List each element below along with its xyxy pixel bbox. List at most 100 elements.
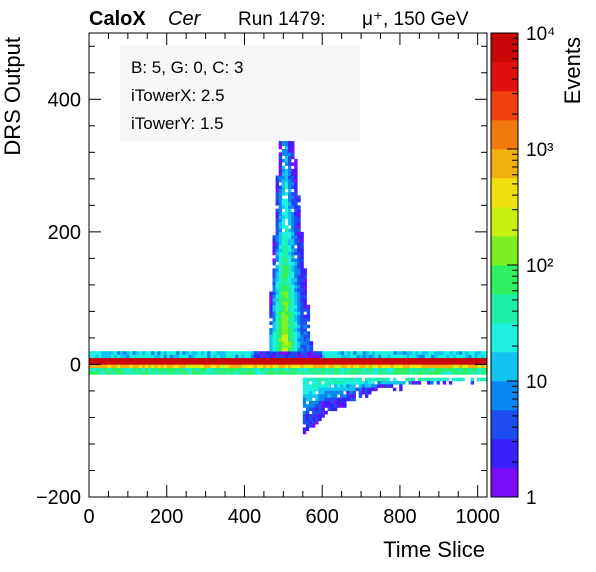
color-scale-segment <box>491 294 518 324</box>
heatmap-cell <box>92 367 96 372</box>
heatmap-cell <box>269 331 273 335</box>
heatmap-cell <box>297 221 301 226</box>
heatmap-cell <box>346 387 350 392</box>
heatmap-cell <box>284 235 289 239</box>
heatmap-cell <box>169 371 174 375</box>
heatmap-cell <box>327 394 331 398</box>
heatmap-cell <box>275 354 279 359</box>
heatmap-cell <box>113 361 118 365</box>
heatmap-cell <box>272 261 276 266</box>
heatmap-cell <box>288 155 292 160</box>
heatmap-cell <box>250 367 255 372</box>
heatmap-cell <box>355 387 359 392</box>
heatmap-cell <box>465 367 469 372</box>
heatmap-cell <box>350 354 354 359</box>
heatmap-cell <box>340 351 345 355</box>
heatmap-cell <box>232 371 236 375</box>
heatmap-cell <box>437 367 441 372</box>
x-axis-title: Time Slice <box>383 537 485 562</box>
heatmap-cell <box>132 364 136 368</box>
heatmap-cell <box>337 400 341 405</box>
heatmap-cell <box>284 341 289 345</box>
heatmap-cell <box>437 364 441 368</box>
heatmap-cell <box>278 324 283 329</box>
heatmap-cell <box>157 367 161 372</box>
heatmap-cell <box>154 351 158 355</box>
heatmap-cell <box>440 357 444 362</box>
heatmap-cell <box>359 351 363 355</box>
heatmap-cell <box>346 377 350 382</box>
heatmap-cell <box>294 178 298 183</box>
heatmap-cell <box>278 334 283 339</box>
heatmap-cell <box>219 364 223 368</box>
heatmap-cell <box>278 271 283 276</box>
heatmap-cell <box>288 145 292 150</box>
heatmap-cell <box>117 361 121 365</box>
heatmap-cell <box>343 387 347 392</box>
heatmap-cell <box>443 367 447 372</box>
heatmap-cell <box>281 149 286 153</box>
heatmap-cell <box>275 334 279 339</box>
heatmap-cell <box>306 344 311 349</box>
heatmap-cell <box>303 351 307 355</box>
heatmap-cell <box>213 354 217 359</box>
heatmap-cell <box>302 400 307 405</box>
heatmap-cell <box>110 371 115 375</box>
heatmap-cell <box>284 205 289 209</box>
heatmap-cell <box>412 371 416 375</box>
heatmap-cell <box>297 235 301 239</box>
heatmap-cell <box>468 364 472 368</box>
heatmap-cell <box>302 394 307 398</box>
heatmap-cell <box>302 420 307 425</box>
heatmap-cell <box>356 367 360 372</box>
heatmap-cell <box>309 397 313 402</box>
heatmap-cell <box>294 371 298 375</box>
heatmap-cell <box>297 258 301 262</box>
heatmap-cell <box>113 364 118 368</box>
heatmap-cell <box>431 371 435 375</box>
heatmap-cell <box>213 364 217 368</box>
heatmap-cell <box>386 384 391 388</box>
heatmap-cell <box>288 318 292 322</box>
heatmap-cell <box>452 371 457 375</box>
heatmap-cell <box>235 354 239 359</box>
heatmap-cell <box>300 324 304 329</box>
heatmap-cell <box>278 172 283 176</box>
heatmap-cell <box>294 215 298 219</box>
heatmap-cell <box>228 361 233 365</box>
heatmap-cell <box>288 344 292 349</box>
heatmap-cell <box>291 195 295 199</box>
heatmap-cell <box>294 261 298 266</box>
heatmap-cell <box>120 367 124 372</box>
heatmap-cell <box>288 281 292 286</box>
heatmap-cell <box>132 361 136 365</box>
heatmap-cell <box>309 384 313 388</box>
heatmap-cell <box>322 351 326 355</box>
heatmap-cell <box>151 357 155 362</box>
heatmap-cell <box>284 334 289 339</box>
heatmap-cell <box>297 205 301 209</box>
heatmap-cell <box>281 265 286 269</box>
heatmap-cell <box>281 212 286 216</box>
heatmap-cell <box>284 145 289 150</box>
heatmap-cell <box>275 221 279 226</box>
heatmap-cell <box>104 361 108 365</box>
x-tick-label: 800 <box>383 506 416 528</box>
heatmap-cell <box>89 371 93 375</box>
heatmap-cell <box>358 377 363 382</box>
heatmap-cell <box>318 404 322 408</box>
heatmap-cell <box>371 384 375 388</box>
heatmap-cell <box>319 361 323 365</box>
heatmap-cell <box>213 367 217 372</box>
heatmap-cell <box>294 251 298 256</box>
heatmap-cell <box>278 198 283 203</box>
heatmap-cell <box>173 351 177 355</box>
info-box-line-3: iTowerY: 1.5 <box>131 114 224 133</box>
heatmap-cell <box>344 357 348 362</box>
heatmap-cell <box>302 410 307 415</box>
heatmap-cell <box>396 361 401 365</box>
heatmap-cell <box>383 381 387 385</box>
heatmap-cell <box>455 361 460 365</box>
heatmap-cell <box>406 364 410 368</box>
heatmap-cell <box>337 361 342 365</box>
